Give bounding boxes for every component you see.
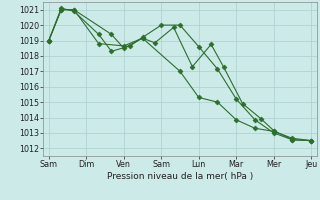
X-axis label: Pression niveau de la mer( hPa ): Pression niveau de la mer( hPa ) xyxy=(107,172,253,181)
